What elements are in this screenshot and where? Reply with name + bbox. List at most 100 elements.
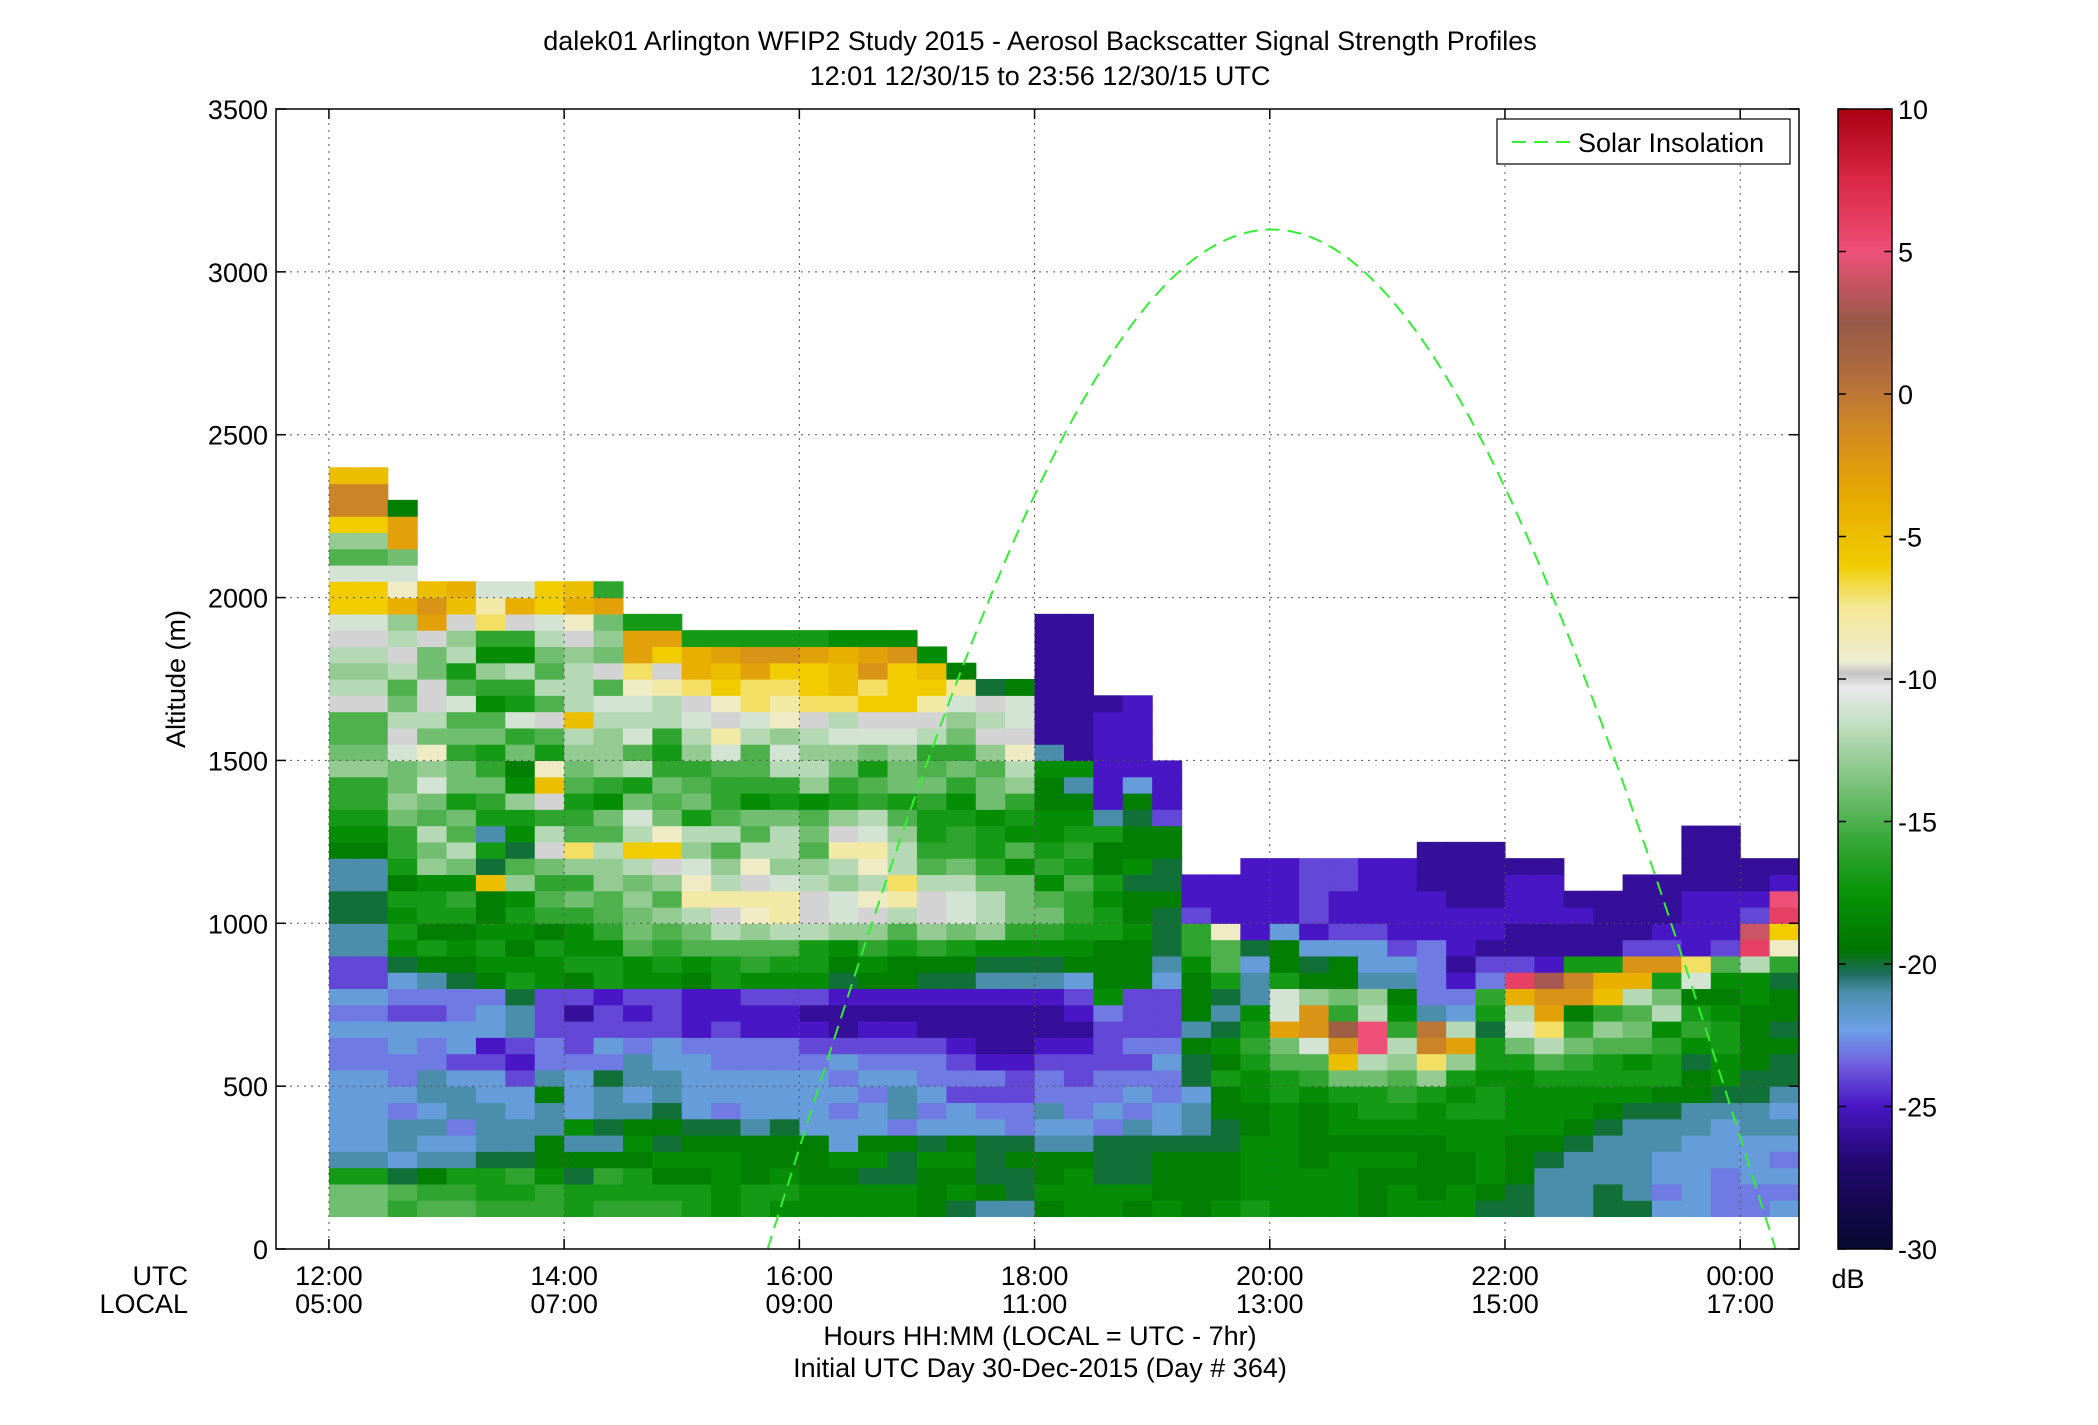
heatmap-cell [1504,988,1535,1006]
heatmap-cell [593,955,624,973]
heatmap-cell [622,695,653,713]
heatmap-cell [1063,1167,1094,1185]
heatmap-cell [887,630,918,648]
heatmap-cell [1328,939,1359,957]
heatmap-cell [681,1086,712,1104]
heatmap-cell [1299,907,1330,924]
heatmap-cell [564,662,595,680]
heatmap-cell [328,890,359,908]
heatmap-cell [1946,1151,1976,1168]
heatmap-cell [975,1135,1006,1152]
heatmap-cell [1210,890,1241,908]
heatmap-cell [975,1086,1006,1104]
heatmap-cell [652,972,683,990]
heatmap-cell [1799,1005,1829,1022]
heatmap-cell [534,630,565,648]
heatmap-cell [828,825,859,843]
x-tick-label-utc: 12:00 [295,1261,363,1291]
heatmap-cell [1593,1167,1624,1185]
heatmap-cell [446,874,477,892]
heatmap-cell [1034,939,1065,957]
heatmap-cell [622,923,653,941]
heatmap-cell [1681,1086,1712,1104]
heatmap-cell [387,565,418,582]
heatmap-cell [417,1118,448,1136]
heatmap-cell [1917,1021,1947,1038]
heatmap-cell [446,988,477,1006]
heatmap-cell [769,809,800,827]
heatmap-cell [769,907,800,924]
heatmap-cell [1328,1102,1359,1120]
heatmap-cell [1269,1102,1300,1120]
heatmap-cell [328,565,359,582]
heatmap-cell [446,1086,477,1104]
heatmap-cell [740,679,771,696]
heatmap-cell [1034,1200,1065,1218]
heatmap-cell [828,646,859,664]
heatmap-cell [1946,1102,1976,1119]
heatmap-cell [1593,1037,1624,1055]
heatmap-cell [328,809,359,827]
heatmap-cell [564,923,595,941]
heatmap-cell [1005,988,1036,1006]
heatmap-cell [769,1069,800,1087]
heatmap-cell [387,711,418,729]
heatmap-cell [975,1200,1006,1218]
heatmap-cell [769,679,800,696]
heatmap-cell [417,1004,448,1022]
heatmap-cell [1622,1037,1653,1055]
heatmap-cell [1240,907,1271,924]
heatmap-cell [828,679,859,696]
heatmap-cell [328,874,359,892]
heatmap-cell [975,1102,1006,1120]
heatmap-cell [1357,1053,1388,1071]
heatmap-cell [2005,1184,2035,1201]
heatmap-cell [1622,890,1653,908]
heatmap-cell [1534,874,1565,892]
heatmap-cell [1946,1119,1976,1136]
heatmap-cell [1240,874,1271,892]
heatmap-cell [505,630,536,648]
heatmap-cell [1504,1135,1535,1152]
heatmap-cell [916,646,947,664]
heatmap-cell [1387,1021,1418,1038]
heatmap-cell [946,1183,977,1201]
heatmap-cell [1917,1005,1947,1022]
heatmap-cell [446,923,477,941]
heatmap-cell [681,841,712,859]
heatmap-cell [1946,972,1976,989]
heatmap-cell [1651,1037,1682,1055]
heatmap-cell [358,1102,389,1120]
heatmap-cell [593,727,624,745]
heatmap-cell [328,662,359,680]
heatmap-cell [711,1037,742,1055]
heatmap-cell [1122,695,1153,713]
heatmap-cell [446,1037,477,1055]
heatmap-cell [858,874,889,892]
heatmap-cell [417,679,448,696]
heatmap-cell [1681,1183,1712,1201]
heatmap-cell [1504,1200,1535,1218]
heatmap-cell [828,662,859,680]
heatmap-cell [1416,858,1447,876]
heatmap-cell [1093,1021,1124,1038]
heatmap-cell [916,923,947,941]
heatmap-cell [887,776,918,794]
heatmap-cell [1034,711,1065,729]
heatmap-cell [622,727,653,745]
heatmap-cell [1357,1037,1388,1055]
heatmap-cell [505,890,536,908]
heatmap-cell [2005,1021,2035,1038]
heatmap-cell [1093,1037,1124,1055]
heatmap-cell [1210,972,1241,990]
x-axis-label: Hours HH:MM (LOCAL = UTC - 7hr) [823,1321,1256,1351]
heatmap-cell [769,988,800,1006]
heatmap-cell [417,744,448,762]
heatmap-cell [1681,923,1712,941]
heatmap-cell [505,1021,536,1038]
heatmap-cell [1387,858,1418,876]
heatmap-cell [534,679,565,696]
heatmap-cell [652,1118,683,1136]
heatmap-cell [358,890,389,908]
heatmap-cell [1534,858,1565,876]
